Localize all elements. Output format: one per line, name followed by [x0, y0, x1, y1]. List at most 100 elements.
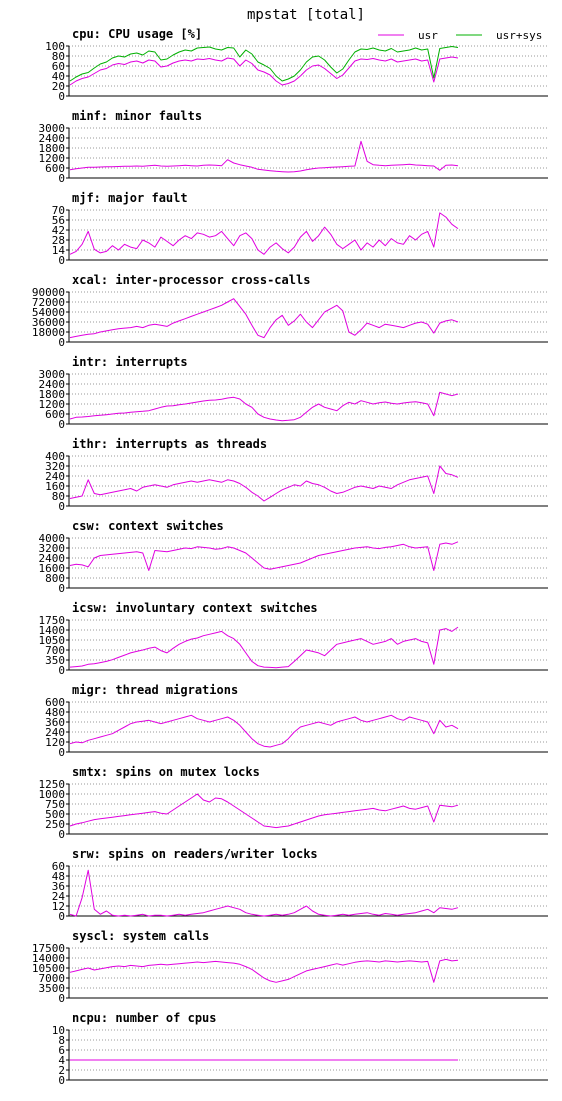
y-tick-label: 60: [52, 60, 65, 73]
series-line: [69, 56, 459, 86]
y-tick-label: 1250: [39, 778, 66, 791]
y-tick-label: 240: [45, 470, 65, 483]
y-tick-label: 0: [58, 664, 65, 677]
y-tick-label: 54000: [32, 306, 65, 319]
chart-title: xcal: inter-processor cross-calls: [72, 273, 310, 287]
y-tick-label: 14000: [32, 952, 65, 965]
series-line: [69, 140, 459, 173]
y-tick-label: 0: [58, 500, 65, 513]
y-tick-label: 8: [58, 1034, 65, 1047]
chart-panel: csw: context switches 0800160024003200400…: [39, 519, 548, 595]
chart-title: csw: context switches: [72, 519, 224, 533]
y-tick-label: 0: [58, 336, 65, 349]
y-tick-label: 500: [45, 808, 65, 821]
y-tick-label: 1200: [39, 152, 66, 165]
y-tick-label: 350: [45, 654, 65, 667]
chart-title: cpu: CPU usage [%]: [72, 27, 202, 41]
chart-panel: icsw: involuntary context switches 035070…: [39, 601, 548, 677]
y-tick-label: 3200: [39, 542, 66, 555]
y-tick-label: 24: [52, 890, 66, 903]
chart-title: icsw: involuntary context switches: [72, 601, 318, 615]
y-tick-label: 320: [45, 460, 65, 473]
y-tick-label: 6: [58, 1044, 65, 1057]
series-line: [69, 541, 459, 571]
series-line: [69, 212, 459, 255]
legend-label: usr: [418, 29, 438, 42]
y-tick-label: 600: [45, 408, 65, 421]
chart-title: srw: spins on readers/writer locks: [72, 847, 318, 861]
y-tick-label: 20: [52, 80, 65, 93]
y-tick-label: 0: [58, 172, 65, 185]
y-tick-label: 3000: [39, 122, 66, 135]
y-tick-label: 400: [45, 450, 65, 463]
y-tick-label: 700: [45, 644, 65, 657]
y-tick-label: 36: [52, 880, 65, 893]
chart-panel: ithr: interrupts as threads 0801602403204…: [45, 437, 548, 513]
y-tick-label: 3000: [39, 368, 66, 381]
y-tick-label: 56: [52, 214, 65, 227]
y-tick-label: 0: [58, 418, 65, 431]
y-tick-label: 1750: [39, 614, 66, 627]
y-tick-label: 90000: [32, 286, 65, 299]
y-tick-label: 80: [52, 50, 65, 63]
chart-title: ithr: interrupts as threads: [72, 437, 267, 451]
y-tick-label: 28: [52, 234, 65, 247]
y-tick-label: 360: [45, 716, 65, 729]
y-tick-label: 42: [52, 224, 65, 237]
chart-title: intr: interrupts: [72, 355, 188, 369]
y-tick-label: 2: [58, 1064, 65, 1077]
y-tick-label: 250: [45, 818, 65, 831]
y-tick-label: 70: [52, 204, 65, 217]
page-title: mpstat [total]: [247, 7, 365, 23]
y-tick-label: 0: [58, 910, 65, 923]
y-tick-label: 1800: [39, 388, 66, 401]
y-tick-label: 3500: [39, 982, 66, 995]
legend-label: usr+sys: [496, 29, 542, 42]
y-tick-label: 1200: [39, 398, 66, 411]
y-tick-label: 0: [58, 90, 65, 103]
y-tick-label: 0: [58, 828, 65, 841]
y-tick-label: 4000: [39, 532, 66, 545]
series-line: [69, 626, 459, 669]
y-tick-label: 0: [58, 992, 65, 1005]
y-tick-label: 100: [45, 40, 65, 53]
y-tick-label: 18000: [32, 326, 65, 339]
y-tick-label: 80: [52, 490, 65, 503]
y-tick-label: 2400: [39, 378, 66, 391]
y-tick-label: 480: [45, 706, 65, 719]
y-tick-label: 240: [45, 726, 65, 739]
y-tick-label: 0: [58, 254, 65, 267]
chart-panel: xcal: inter-processor cross-calls 0180003…: [32, 273, 548, 349]
y-tick-label: 120: [45, 736, 65, 749]
chart-panel: smtx: spins on mutex locks 02505007501000…: [39, 765, 548, 841]
y-tick-label: 2400: [39, 552, 66, 565]
y-tick-label: 48: [52, 870, 65, 883]
chart-title: syscl: system calls: [72, 929, 209, 943]
y-tick-label: 600: [45, 162, 65, 175]
y-tick-label: 10500: [32, 962, 65, 975]
series-line: [69, 714, 459, 748]
chart-panel: srw: spins on readers/writer locks 012243…: [52, 847, 548, 923]
y-tick-label: 10: [52, 1024, 65, 1037]
y-tick-label: 14: [52, 244, 66, 257]
series-line: [69, 46, 459, 82]
y-tick-label: 0: [58, 582, 65, 595]
chart-panel: syscl: system calls 035007000105001400017…: [32, 929, 548, 1005]
series-line: [69, 793, 459, 829]
y-tick-label: 0: [58, 1074, 65, 1087]
y-tick-label: 1600: [39, 562, 66, 575]
chart-title: minf: minor faults: [72, 109, 202, 123]
chart-title: smtx: spins on mutex locks: [72, 765, 260, 779]
y-tick-label: 12: [52, 900, 65, 913]
series-line: [69, 465, 459, 502]
y-tick-label: 1800: [39, 142, 66, 155]
y-tick-label: 750: [45, 798, 65, 811]
